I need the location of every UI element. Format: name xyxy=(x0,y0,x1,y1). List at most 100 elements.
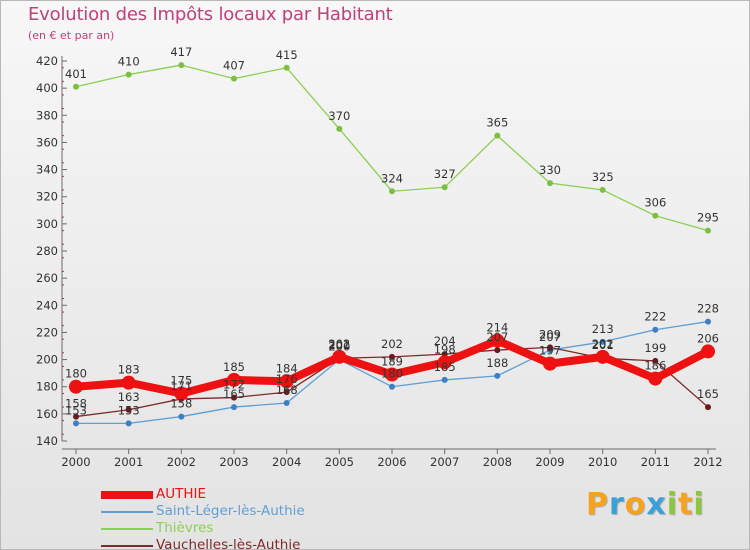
data-label-saint-l-ger-l-s-authie: 153 xyxy=(118,403,140,417)
data-point-thi-vres xyxy=(389,188,395,195)
data-point-saint-l-ger-l-s-authie xyxy=(125,420,132,427)
x-tick-label: 2000 xyxy=(61,455,90,469)
data-point-authie xyxy=(174,386,189,401)
data-point-vauchelles-l-s-authie xyxy=(231,394,237,401)
x-tick-label: 2005 xyxy=(325,455,354,469)
data-point-vauchelles-l-s-authie xyxy=(73,413,79,420)
y-tick-label: 420 xyxy=(36,54,58,68)
data-label-authie: 198 xyxy=(434,342,456,356)
data-point-saint-l-ger-l-s-authie xyxy=(231,404,237,411)
data-point-thi-vres xyxy=(73,83,79,90)
data-point-thi-vres xyxy=(599,186,606,193)
y-tick-label: 300 xyxy=(36,217,58,231)
data-point-saint-l-ger-l-s-authie xyxy=(178,413,185,420)
data-label-thi-vres: 401 xyxy=(65,67,87,81)
logo-letter: o xyxy=(624,487,647,522)
data-point-authie xyxy=(543,356,557,371)
data-point-thi-vres xyxy=(336,125,343,132)
proxiti-logo: Proxiti xyxy=(586,487,705,522)
data-label-saint-l-ger-l-s-authie: 213 xyxy=(592,322,614,336)
y-tick-label: 340 xyxy=(36,163,58,177)
data-label-vauchelles-l-s-authie: 204 xyxy=(434,334,456,348)
data-point-saint-l-ger-l-s-authie xyxy=(599,338,606,345)
data-label-authie: 214 xyxy=(486,321,508,335)
data-label-saint-l-ger-l-s-authie: 168 xyxy=(276,383,298,397)
data-label-vauchelles-l-s-authie: 171 xyxy=(170,379,192,393)
data-label-vauchelles-l-s-authie: 165 xyxy=(697,387,719,401)
x-tick-label: 2008 xyxy=(483,455,512,469)
y-tick-label: 320 xyxy=(36,190,58,204)
x-tick-label: 2004 xyxy=(272,455,301,469)
data-point-saint-l-ger-l-s-authie xyxy=(389,383,395,390)
data-label-authie: 185 xyxy=(223,360,245,374)
data-point-authie xyxy=(595,349,610,364)
data-label-saint-l-ger-l-s-authie: 188 xyxy=(486,356,508,370)
data-label-authie: 175 xyxy=(170,374,192,388)
data-label-vauchelles-l-s-authie: 163 xyxy=(118,390,140,404)
data-point-authie xyxy=(490,333,505,348)
legend-swatch xyxy=(101,528,153,530)
y-tick-label: 200 xyxy=(36,353,58,367)
y-tick-label: 160 xyxy=(36,407,58,421)
y-tick-label: 380 xyxy=(36,108,58,122)
y-tick-label: 180 xyxy=(36,380,58,394)
data-point-authie xyxy=(69,379,83,394)
data-point-vauchelles-l-s-authie xyxy=(705,404,711,411)
data-point-saint-l-ger-l-s-authie xyxy=(283,400,290,406)
legend-label: Saint-Léger-lès-Authie xyxy=(156,503,305,519)
data-label-thi-vres: 365 xyxy=(486,116,508,130)
data-point-saint-l-ger-l-s-authie xyxy=(73,420,79,427)
data-label-thi-vres: 410 xyxy=(118,55,140,69)
data-label-thi-vres: 407 xyxy=(223,59,245,73)
data-label-thi-vres: 325 xyxy=(592,170,614,184)
x-tick-label: 2010 xyxy=(588,455,617,469)
data-label-saint-l-ger-l-s-authie: 185 xyxy=(434,360,456,374)
data-label-thi-vres: 327 xyxy=(434,167,456,181)
data-point-authie xyxy=(227,372,241,387)
data-label-vauchelles-l-s-authie: 201 xyxy=(592,338,614,352)
logo-letter: r xyxy=(609,487,625,522)
data-label-authie: 197 xyxy=(539,344,561,358)
data-label-saint-l-ger-l-s-authie: 222 xyxy=(644,310,666,324)
logo-letter: t xyxy=(678,487,694,522)
logo-letter: i xyxy=(693,487,705,522)
data-label-saint-l-ger-l-s-authie: 153 xyxy=(65,403,87,417)
data-point-saint-l-ger-l-s-authie xyxy=(652,326,659,333)
data-point-vauchelles-l-s-authie xyxy=(125,406,132,413)
data-point-vauchelles-l-s-authie xyxy=(283,389,290,396)
data-label-thi-vres: 324 xyxy=(381,171,403,185)
logo-letter: P xyxy=(586,487,609,522)
legend-label: AUTHIE xyxy=(156,486,207,502)
x-tick-label: 2011 xyxy=(641,455,670,469)
data-label-saint-l-ger-l-s-authie: 180 xyxy=(381,367,403,381)
data-label-thi-vres: 306 xyxy=(644,196,666,210)
x-tick-label: 2007 xyxy=(430,455,459,469)
data-label-saint-l-ger-l-s-authie: 165 xyxy=(223,387,245,401)
data-point-authie xyxy=(121,375,136,390)
x-tick-label: 2006 xyxy=(377,455,406,469)
logo-letter: x xyxy=(646,487,667,522)
data-point-thi-vres xyxy=(547,180,553,187)
data-point-thi-vres xyxy=(441,184,448,191)
data-label-authie: 202 xyxy=(592,337,614,351)
data-label-authie: 184 xyxy=(276,361,298,375)
y-tick-label: 240 xyxy=(36,298,58,312)
data-label-vauchelles-l-s-authie: 176 xyxy=(276,372,298,386)
data-label-vauchelles-l-s-authie: 209 xyxy=(539,327,561,341)
data-label-authie: 202 xyxy=(328,337,350,351)
data-point-vauchelles-l-s-authie xyxy=(494,347,501,354)
data-label-authie: 206 xyxy=(697,331,719,345)
data-label-authie: 183 xyxy=(118,363,140,377)
data-point-authie xyxy=(648,371,663,386)
data-point-thi-vres xyxy=(231,75,237,82)
x-tick-label: 2012 xyxy=(693,455,722,469)
data-point-saint-l-ger-l-s-authie xyxy=(441,376,448,383)
data-label-thi-vres: 415 xyxy=(276,48,298,62)
data-point-authie xyxy=(701,344,715,359)
data-label-authie: 180 xyxy=(65,367,87,381)
y-tick-label: 140 xyxy=(36,434,58,448)
data-label-authie: 186 xyxy=(644,359,666,373)
data-point-authie xyxy=(385,367,399,382)
